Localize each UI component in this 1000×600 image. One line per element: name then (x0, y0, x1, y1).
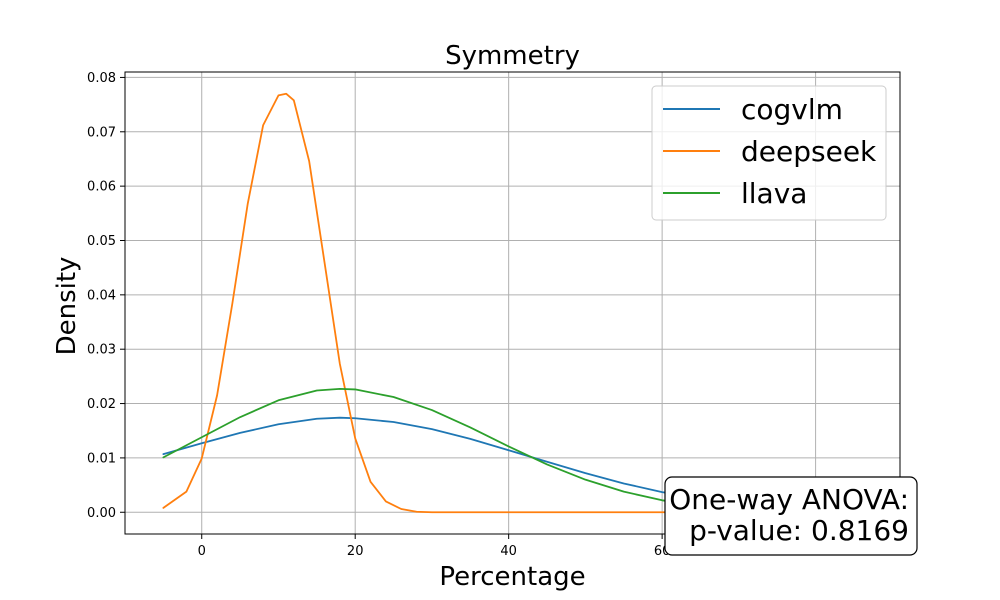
y-axis-label: Density (52, 257, 82, 356)
y-tick-label: 0.05 (87, 234, 116, 249)
chart-title: Symmetry (445, 41, 580, 71)
anova-title: One-way ANOVA: (669, 483, 909, 516)
y-tick-label: 0.08 (87, 71, 116, 86)
y-tick-label: 0.07 (87, 125, 116, 140)
x-tick-label: 20 (347, 544, 364, 559)
legend: cogvlm deepseek llava (651, 85, 887, 221)
legend-label-deepseek: deepseek (741, 135, 877, 168)
legend-label-cogvlm: cogvlm (741, 93, 843, 126)
y-tick-label: 0.04 (87, 288, 116, 303)
x-axis-label: Percentage (439, 562, 585, 592)
y-tick-label: 0.00 (87, 506, 116, 521)
y-tick-label: 0.02 (87, 397, 116, 412)
y-tick-label: 0.03 (87, 343, 116, 358)
anova-annotation: One-way ANOVA: p-value: 0.8169 (664, 476, 918, 556)
anova-box-frame (664, 476, 918, 556)
x-tick-label: 40 (500, 544, 517, 559)
axes-frame (124, 71, 901, 535)
series-line-deepseek (162, 92, 855, 514)
y-tick-label: 0.01 (87, 451, 116, 466)
legend-box (651, 85, 887, 221)
anova-p-value: p-value: 0.8169 (689, 514, 909, 547)
x-tick-label: 0 (198, 544, 206, 559)
y-tick-label: 0.06 (87, 180, 116, 195)
legend-label-llava: llava (741, 177, 807, 210)
grid (125, 72, 900, 534)
